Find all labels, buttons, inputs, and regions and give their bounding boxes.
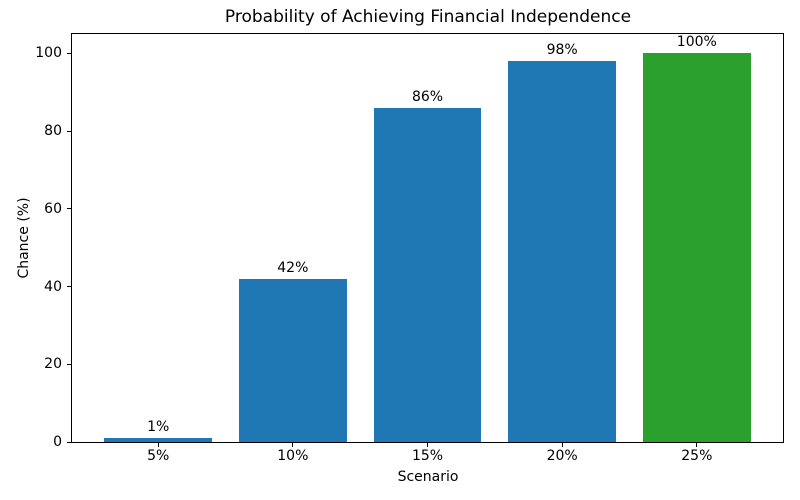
x-tick-label-15pct: 15% — [411, 448, 444, 464]
y-tick-label: 80 — [44, 123, 62, 140]
y-tick-mark — [67, 441, 71, 443]
y-tick-label: 60 — [44, 200, 62, 217]
y-tick-label: 40 — [44, 278, 62, 295]
y-tick-mark — [67, 363, 71, 365]
x-tick-mark — [427, 443, 428, 447]
y-tick-label: 0 — [53, 434, 62, 450]
x-tick-mark — [157, 443, 159, 447]
y-tick-mark — [67, 130, 71, 132]
x-axis-label: Scenario — [397, 469, 459, 485]
bar-value-label-15pct: 86% — [411, 88, 444, 105]
bar-value-label-10pct: 42% — [277, 259, 309, 276]
plot-area: 0 20 40 60 80 100 1% 5% 42% 10% 86% 15% 98% 20% 100% 25… — [35, 33, 784, 464]
y-tick-mark — [67, 52, 71, 54]
x-tick-label-10pct: 10% — [277, 448, 309, 464]
bar-value-label-25pct: 100% — [676, 34, 717, 51]
x-tick-label-5pct: 5% — [147, 448, 170, 464]
bar-20pct — [508, 61, 616, 442]
y-tick-mark — [67, 286, 71, 288]
bar-value-label-5pct: 1% — [147, 419, 170, 436]
x-tick-mark — [292, 443, 294, 447]
bar-15pct — [373, 107, 482, 442]
y-tick-label: 100 — [35, 45, 62, 62]
x-tick-label-20pct: 20% — [546, 448, 578, 464]
bar-5pct — [104, 438, 213, 442]
y-tick-mark — [67, 208, 71, 210]
bar-value-label-20pct: 98% — [546, 42, 578, 59]
x-tick-mark — [561, 443, 563, 447]
chart-title: Probability of Achieving Financial Indep… — [224, 7, 632, 27]
x-tick-label-25pct: 25% — [681, 448, 713, 464]
x-tick-mark — [696, 443, 698, 447]
y-tick-label: 20 — [44, 356, 62, 373]
bar-10pct — [238, 278, 347, 442]
bar-25pct — [642, 53, 751, 442]
